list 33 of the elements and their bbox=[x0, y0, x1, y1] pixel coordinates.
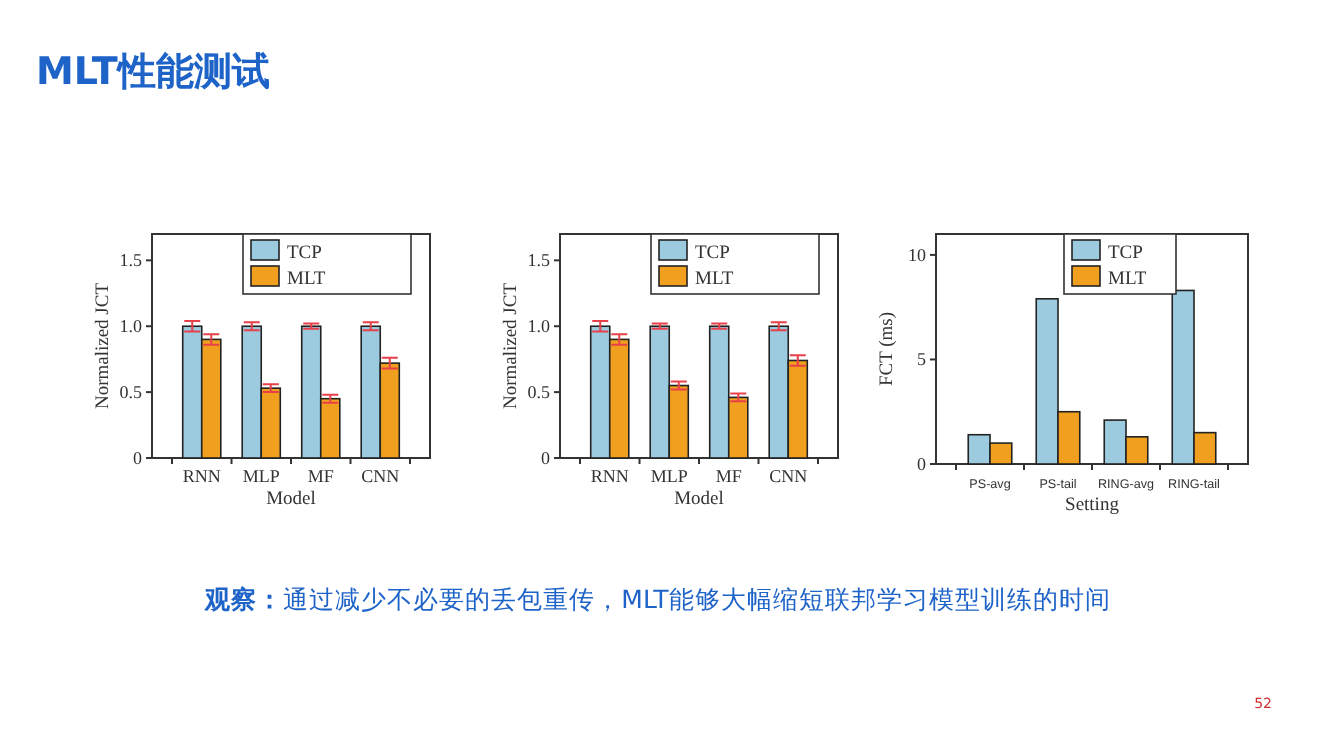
x-tick-label: MF bbox=[715, 466, 742, 486]
x-tick-label: RNN bbox=[590, 466, 630, 486]
x-tick-label: MLP bbox=[242, 466, 280, 486]
legend-label: MLT bbox=[695, 270, 734, 290]
legend-label: TCP bbox=[287, 244, 322, 264]
text: 观察：通过减少不必要的丢包重传，MLT能够大幅缩短联邦学习模型训练的时间 bbox=[203, 584, 1111, 614]
x-tick-label: RNN bbox=[182, 466, 222, 486]
x-tick-label: MF bbox=[307, 466, 334, 486]
y-tick-label: 0 bbox=[917, 454, 927, 474]
y-tick-label: 0.5 bbox=[119, 382, 143, 403]
y-tick-label: 5 bbox=[917, 349, 927, 370]
legend-label: MLT bbox=[287, 270, 326, 290]
y-tick-label: 0 bbox=[541, 448, 551, 468]
y-tick-label: 1.0 bbox=[527, 316, 551, 337]
y-tick-label: 1.5 bbox=[527, 250, 551, 271]
y-tick-label: 0 bbox=[133, 448, 143, 468]
y-tick-label: 1.0 bbox=[119, 316, 143, 337]
y-tick-label: 1.5 bbox=[119, 250, 143, 271]
chart-title: MLT性能测试 bbox=[36, 50, 270, 94]
legend-label: MLT bbox=[1108, 270, 1147, 290]
y-axis-title: Normalized JCT bbox=[502, 282, 522, 410]
x-tick-label: MLP bbox=[650, 466, 688, 486]
y-tick-label: 0.5 bbox=[527, 382, 551, 403]
x-axis-title: Setting bbox=[1065, 496, 1120, 516]
y-axis-title: FCT (ms) bbox=[878, 311, 898, 387]
y-axis-title: Normalized JCT bbox=[94, 282, 114, 410]
y-tick-label: 10 bbox=[908, 244, 927, 265]
x-tick-label: CNN bbox=[361, 466, 401, 486]
x-tick-label: CNN bbox=[769, 466, 809, 486]
legend-label: TCP bbox=[1108, 244, 1143, 264]
x-axis-title: Model bbox=[266, 490, 317, 510]
legend-label: TCP bbox=[695, 244, 730, 264]
x-axis-title: Model bbox=[674, 490, 725, 510]
